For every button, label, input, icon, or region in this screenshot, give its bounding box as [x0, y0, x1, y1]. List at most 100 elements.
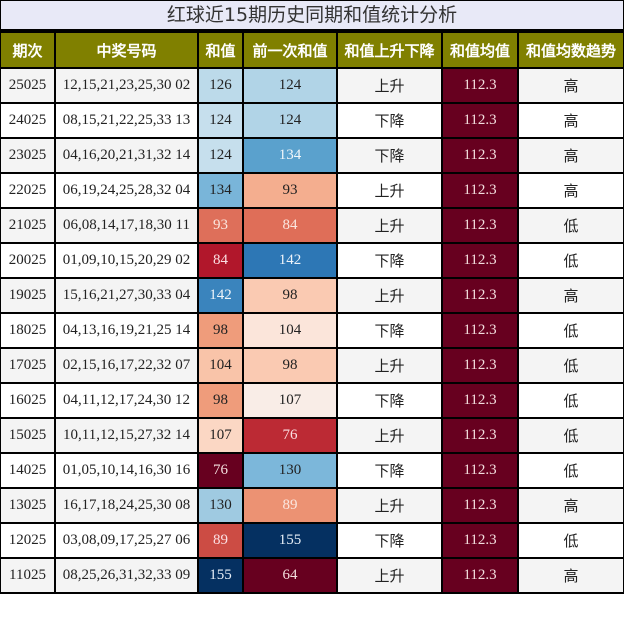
avg-cell: 112.3	[441, 242, 519, 279]
prev-sum-cell: 107	[242, 382, 338, 419]
trend-cell: 下降	[336, 452, 443, 489]
numbers-cell: 08,15,21,22,25,33 13	[54, 102, 199, 139]
level-cell: 低	[517, 347, 623, 384]
numbers-cell: 03,08,09,17,25,27 06	[54, 522, 199, 559]
prev-sum-cell: 142	[242, 242, 338, 279]
level-cell: 低	[517, 452, 623, 489]
table-row: 13025 16,17,18,24,25,30 08 130 89 上升 112.3 高	[1, 487, 623, 524]
sum-cell: 130	[197, 487, 244, 524]
level-cell: 高	[517, 172, 623, 209]
level-cell: 低	[517, 207, 623, 244]
trend-cell: 下降	[336, 382, 443, 419]
sum-cell: 142	[197, 277, 244, 314]
numbers-cell: 12,15,21,23,25,30 02	[54, 67, 199, 104]
level-cell: 低	[517, 522, 623, 559]
period-cell: 11025	[1, 557, 56, 594]
trend-cell: 上升	[336, 277, 443, 314]
table-body: 25025 12,15,21,23,25,30 02 126 124 上升 112.3 高 2…	[1, 67, 623, 594]
table-title: 红球近15期历史同期和值统计分析	[1, 1, 623, 31]
prev-sum-cell: 89	[242, 487, 338, 524]
table-row: 17025 02,15,16,17,22,32 07 104 98 上升 112.3 低	[1, 347, 623, 384]
avg-cell: 112.3	[441, 487, 519, 524]
sum-analysis-panel: 红球近15期历史同期和值统计分析 期次 中奖号码 和值 前一次和值 和值上升下降…	[0, 0, 624, 594]
level-cell: 高	[517, 137, 623, 174]
trend-cell: 上升	[336, 487, 443, 524]
level-cell: 低	[517, 417, 623, 454]
level-cell: 高	[517, 277, 623, 314]
col-header-sum: 和值	[197, 31, 244, 69]
numbers-cell: 16,17,18,24,25,30 08	[54, 487, 199, 524]
period-cell: 24025	[1, 102, 56, 139]
numbers-cell: 06,08,14,17,18,30 11	[54, 207, 199, 244]
table-row: 11025 08,25,26,31,32,33 09 155 64 上升 112.3 高	[1, 557, 623, 594]
sum-cell: 104	[197, 347, 244, 384]
numbers-cell: 04,11,12,17,24,30 12	[54, 382, 199, 419]
table-row: 19025 15,16,21,27,30,33 04 142 98 上升 112.3 高	[1, 277, 623, 314]
trend-cell: 上升	[336, 347, 443, 384]
level-cell: 低	[517, 312, 623, 349]
trend-cell: 上升	[336, 172, 443, 209]
trend-cell: 下降	[336, 102, 443, 139]
period-cell: 16025	[1, 382, 56, 419]
header-row: 期次 中奖号码 和值 前一次和值 和值上升下降 和值均值 和值均数趋势	[1, 31, 623, 69]
col-header-prev-sum: 前一次和值	[242, 31, 338, 69]
table-row: 18025 04,13,16,19,21,25 14 98 104 下降 112.3 低	[1, 312, 623, 349]
prev-sum-cell: 104	[242, 312, 338, 349]
trend-cell: 下降	[336, 242, 443, 279]
avg-cell: 112.3	[441, 382, 519, 419]
prev-sum-cell: 124	[242, 102, 338, 139]
level-cell: 高	[517, 487, 623, 524]
prev-sum-cell: 64	[242, 557, 338, 594]
prev-sum-cell: 76	[242, 417, 338, 454]
avg-cell: 112.3	[441, 207, 519, 244]
sum-cell: 124	[197, 137, 244, 174]
numbers-cell: 04,16,20,21,31,32 14	[54, 137, 199, 174]
avg-cell: 112.3	[441, 452, 519, 489]
table-row: 16025 04,11,12,17,24,30 12 98 107 下降 112.3 低	[1, 382, 623, 419]
table-row: 24025 08,15,21,22,25,33 13 124 124 下降 112.3 高	[1, 102, 623, 139]
col-header-avg: 和值均值	[441, 31, 519, 69]
sum-stats-table: 期次 中奖号码 和值 前一次和值 和值上升下降 和值均值 和值均数趋势 2502…	[1, 31, 623, 594]
trend-cell: 下降	[336, 137, 443, 174]
sum-cell: 89	[197, 522, 244, 559]
avg-cell: 112.3	[441, 277, 519, 314]
trend-cell: 上升	[336, 557, 443, 594]
trend-cell: 上升	[336, 207, 443, 244]
period-cell: 25025	[1, 67, 56, 104]
period-cell: 21025	[1, 207, 56, 244]
trend-cell: 下降	[336, 522, 443, 559]
level-cell: 低	[517, 382, 623, 419]
table-row: 14025 01,05,10,14,16,30 16 76 130 下降 112.3 低	[1, 452, 623, 489]
avg-cell: 112.3	[441, 347, 519, 384]
prev-sum-cell: 93	[242, 172, 338, 209]
numbers-cell: 04,13,16,19,21,25 14	[54, 312, 199, 349]
col-header-trend: 和值上升下降	[336, 31, 443, 69]
avg-cell: 112.3	[441, 137, 519, 174]
table-row: 20025 01,09,10,15,20,29 02 84 142 下降 112.3 低	[1, 242, 623, 279]
numbers-cell: 01,05,10,14,16,30 16	[54, 452, 199, 489]
avg-cell: 112.3	[441, 67, 519, 104]
numbers-cell: 08,25,26,31,32,33 09	[54, 557, 199, 594]
table-row: 23025 04,16,20,21,31,32 14 124 134 下降 112.3 高	[1, 137, 623, 174]
avg-cell: 112.3	[441, 417, 519, 454]
level-cell: 高	[517, 557, 623, 594]
prev-sum-cell: 155	[242, 522, 338, 559]
sum-cell: 126	[197, 67, 244, 104]
period-cell: 12025	[1, 522, 56, 559]
sum-cell: 84	[197, 242, 244, 279]
avg-cell: 112.3	[441, 312, 519, 349]
prev-sum-cell: 84	[242, 207, 338, 244]
trend-cell: 上升	[336, 67, 443, 104]
period-cell: 19025	[1, 277, 56, 314]
sum-cell: 93	[197, 207, 244, 244]
period-cell: 22025	[1, 172, 56, 209]
period-cell: 18025	[1, 312, 56, 349]
sum-cell: 134	[197, 172, 244, 209]
prev-sum-cell: 98	[242, 277, 338, 314]
table-row: 25025 12,15,21,23,25,30 02 126 124 上升 112.3 高	[1, 67, 623, 104]
period-cell: 13025	[1, 487, 56, 524]
prev-sum-cell: 130	[242, 452, 338, 489]
table-row: 21025 06,08,14,17,18,30 11 93 84 上升 112.3 低	[1, 207, 623, 244]
avg-cell: 112.3	[441, 522, 519, 559]
col-header-level: 和值均数趋势	[517, 31, 623, 69]
